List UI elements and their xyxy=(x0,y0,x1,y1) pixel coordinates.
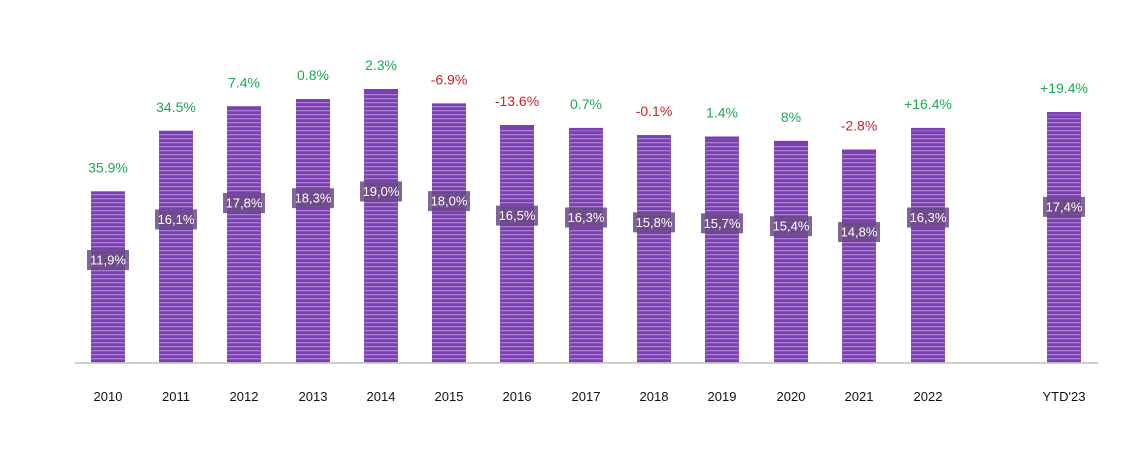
value-box-2020 xyxy=(770,216,812,237)
bar-2012 xyxy=(227,106,261,363)
growth-label-YTD'23: +19.4% xyxy=(1040,80,1088,96)
x-tick-label-2016: 2016 xyxy=(503,389,532,404)
labels-layer: 11,9% 35.9% 2010 16,1% 34.5% 2011 17,8% 7.4% 201… xyxy=(87,57,1088,404)
bar-2015 xyxy=(432,103,466,363)
value-box-2021 xyxy=(838,222,880,243)
bar-cap-2019 xyxy=(705,136,739,140)
growth-label-2022: +16.4% xyxy=(904,96,952,112)
x-tick-label-2011: 2011 xyxy=(162,389,190,404)
value-label-2022: 16,3% xyxy=(910,210,947,225)
bars-layer xyxy=(91,89,1081,364)
x-tick-label-2020: 2020 xyxy=(777,389,806,404)
growth-label-2018: -0.1% xyxy=(636,103,673,119)
bar-2017 xyxy=(569,127,603,363)
value-label-2021: 14,8% xyxy=(841,225,878,240)
value-label-2017: 16,3% xyxy=(568,210,605,225)
bar-2018 xyxy=(637,135,671,363)
value-box-2011 xyxy=(155,209,197,230)
growth-label-2013: 0.8% xyxy=(297,67,329,83)
bar-cap-2015 xyxy=(432,103,466,106)
value-label-2010: 11,9% xyxy=(90,253,126,268)
bar-cap-2020 xyxy=(774,140,808,144)
growth-label-2010: 35.9% xyxy=(88,159,128,175)
value-box-2012 xyxy=(223,193,265,214)
bar-cap-2010 xyxy=(91,191,125,194)
x-tick-label-2021: 2021 xyxy=(845,389,874,404)
x-tick-label-2017: 2017 xyxy=(572,389,601,404)
value-box-2019 xyxy=(701,213,743,234)
bar-2013 xyxy=(296,99,330,364)
x-tick-label-2022: 2022 xyxy=(914,389,943,404)
value-label-2016: 16,5% xyxy=(499,208,536,223)
value-label-2014: 19,0% xyxy=(363,184,400,199)
x-tick-label-2014: 2014 xyxy=(367,389,396,404)
growth-label-2019: 1.4% xyxy=(706,105,738,121)
bar-cap-2014 xyxy=(364,89,398,92)
growth-label-2017: 0.7% xyxy=(570,96,602,112)
value-box-2017 xyxy=(565,207,607,228)
value-label-2019: 15,7% xyxy=(704,216,741,231)
bar-2021 xyxy=(842,149,876,363)
bar-2019 xyxy=(705,136,739,363)
value-label-2011: 16,1% xyxy=(158,212,195,227)
growth-label-2016: -13.6% xyxy=(495,93,539,109)
value-label-YTD'23: 17,4% xyxy=(1046,199,1083,214)
bar-cap-2016 xyxy=(500,125,534,128)
value-label-2013: 18,3% xyxy=(295,191,332,206)
value-box-2015 xyxy=(428,191,470,212)
value-label-2012: 17,8% xyxy=(226,196,263,211)
bar-2011 xyxy=(159,130,193,363)
growth-label-2012: 7.4% xyxy=(228,74,260,90)
value-box-2010 xyxy=(87,250,129,271)
growth-label-2011: 34.5% xyxy=(156,99,196,115)
bar-2022 xyxy=(911,127,945,363)
growth-label-2021: -2.8% xyxy=(841,118,878,134)
bar-2010 xyxy=(91,191,125,363)
x-tick-label-2010: 2010 xyxy=(94,389,123,404)
growth-label-2015: -6.9% xyxy=(431,71,468,87)
bar-2014 xyxy=(364,89,398,363)
x-tick-label-2019: 2019 xyxy=(708,389,737,404)
bar-cap-2021 xyxy=(842,149,876,153)
bar-cap-2013 xyxy=(296,99,330,102)
growth-label-2020: 8% xyxy=(781,109,801,125)
x-tick-label-2012: 2012 xyxy=(230,389,259,404)
x-tick-label-2015: 2015 xyxy=(435,389,464,404)
value-box-2013 xyxy=(292,188,334,209)
bar-cap-2018 xyxy=(637,135,671,138)
value-box-2016 xyxy=(496,205,538,226)
value-label-2020: 15,4% xyxy=(773,219,810,234)
bar-cap-2012 xyxy=(227,106,261,109)
bar-cap-2011 xyxy=(159,130,193,134)
bar-2016 xyxy=(500,125,534,363)
bar-cap-YTD'23 xyxy=(1047,112,1081,115)
value-label-2018: 15,8% xyxy=(636,215,673,230)
bar-cap-2017 xyxy=(569,127,603,131)
value-label-2015: 18,0% xyxy=(431,194,468,209)
growth-label-2014: 2.3% xyxy=(365,57,397,73)
x-tick-label-2018: 2018 xyxy=(640,389,669,404)
value-box-2014 xyxy=(360,181,402,202)
x-tick-label-YTD'23: YTD'23 xyxy=(1043,389,1086,404)
bar-YTD'23 xyxy=(1047,112,1081,363)
value-box-2022 xyxy=(907,207,949,228)
value-box-YTD'23 xyxy=(1043,196,1085,217)
value-box-2018 xyxy=(633,212,675,233)
x-tick-label-2013: 2013 xyxy=(299,389,328,404)
bar-cap-2022 xyxy=(911,127,945,131)
bar-2020 xyxy=(774,140,808,363)
